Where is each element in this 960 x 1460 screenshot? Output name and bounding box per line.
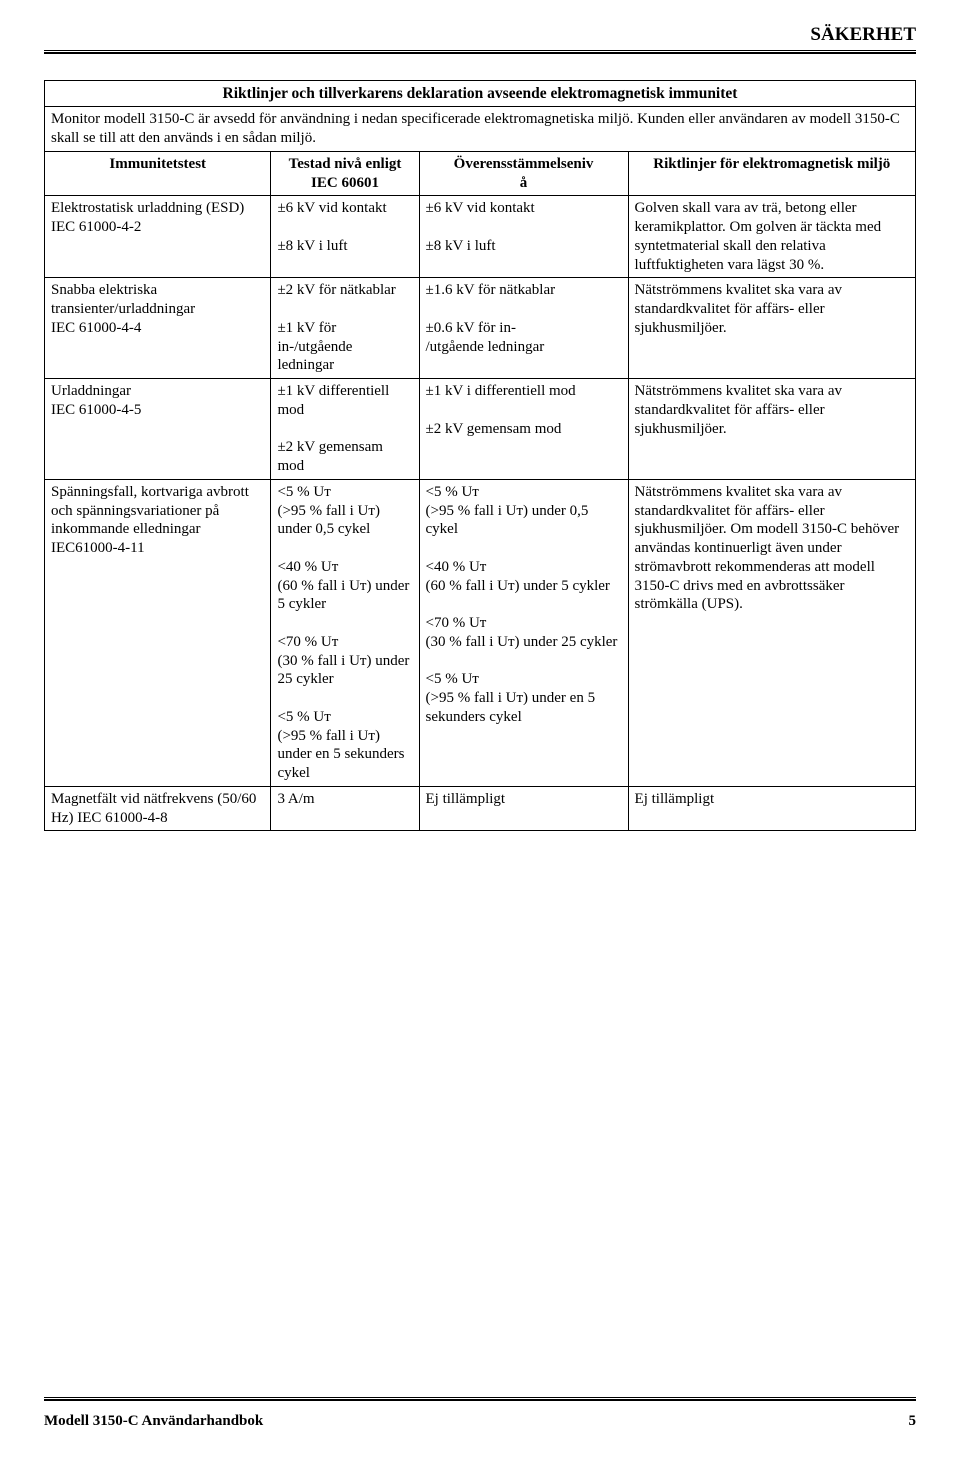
cell: ±1.6 kV för nätkablar ±0.6 kV för in- /u… bbox=[419, 278, 628, 379]
page-footer: Modell 3150-C Användarhandbok 5 bbox=[44, 1397, 916, 1430]
table-title: Riktlinjer och tillverkarens deklaration… bbox=[45, 81, 916, 107]
cell: Spänningsfall, kortvariga avbrott och sp… bbox=[45, 479, 271, 786]
table-row: Snabba elektriska transienter/urladdning… bbox=[45, 278, 916, 379]
cell: ±1 kV i differentiell mod ±2 kV gemensam… bbox=[419, 379, 628, 480]
footer-page-number: 5 bbox=[909, 1413, 917, 1430]
immunity-table: Riktlinjer och tillverkarens deklaration… bbox=[44, 80, 916, 831]
cell: ±6 kV vid kontakt ±8 kV i luft bbox=[419, 196, 628, 278]
footer-rule bbox=[44, 1397, 916, 1401]
table-title-row: Riktlinjer och tillverkarens deklaration… bbox=[45, 81, 916, 107]
cell: ±1 kV differentiell mod ±2 kV gemensam m… bbox=[271, 379, 419, 480]
cell: Ej tillämpligt bbox=[628, 786, 915, 831]
table-description: Monitor modell 3150-C är avsedd för anvä… bbox=[45, 107, 916, 152]
footer-left: Modell 3150-C Användarhandbok bbox=[44, 1413, 263, 1430]
table-row: Magnetfält vid nätfrekvens (50/60 Hz) IE… bbox=[45, 786, 916, 831]
cell: Ej tillämpligt bbox=[419, 786, 628, 831]
col-header-0: Immunitetstest bbox=[45, 151, 271, 196]
cell: Nätströmmens kvalitet ska vara av standa… bbox=[628, 278, 915, 379]
cell: Elektrostatisk urladdning (ESD) IEC 6100… bbox=[45, 196, 271, 278]
col-header-1: Testad nivå enligt IEC 60601 bbox=[271, 151, 419, 196]
cell: Golven skall vara av trä, betong eller k… bbox=[628, 196, 915, 278]
section-header: SÄKERHET bbox=[44, 24, 916, 50]
header-rule bbox=[44, 50, 916, 54]
col-header-2: Överensstämmelseniv å bbox=[419, 151, 628, 196]
cell: Nätströmmens kvalitet ska vara av standa… bbox=[628, 379, 915, 480]
table-desc-row: Monitor modell 3150-C är avsedd för anvä… bbox=[45, 107, 916, 152]
cell: ±6 kV vid kontakt ±8 kV i luft bbox=[271, 196, 419, 278]
table-row: Urladdningar IEC 61000-4-5 ±1 kV differe… bbox=[45, 379, 916, 480]
cell: <5 % Uᴛ (>95 % fall i Uᴛ) under 0,5 cyke… bbox=[419, 479, 628, 786]
cell: ±2 kV för nätkablar ±1 kV för in-/utgåen… bbox=[271, 278, 419, 379]
cell: Urladdningar IEC 61000-4-5 bbox=[45, 379, 271, 480]
cell: Nätströmmens kvalitet ska vara av standa… bbox=[628, 479, 915, 786]
col-header-3: Riktlinjer för elektromagnetisk miljö bbox=[628, 151, 915, 196]
cell: Snabba elektriska transienter/urladdning… bbox=[45, 278, 271, 379]
cell: <5 % Uᴛ (>95 % fall i Uᴛ) under 0,5 cyke… bbox=[271, 479, 419, 786]
table-row: Elektrostatisk urladdning (ESD) IEC 6100… bbox=[45, 196, 916, 278]
table-header-row: Immunitetstest Testad nivå enligt IEC 60… bbox=[45, 151, 916, 196]
table-row: Spänningsfall, kortvariga avbrott och sp… bbox=[45, 479, 916, 786]
cell: 3 A/m bbox=[271, 786, 419, 831]
cell: Magnetfält vid nätfrekvens (50/60 Hz) IE… bbox=[45, 786, 271, 831]
